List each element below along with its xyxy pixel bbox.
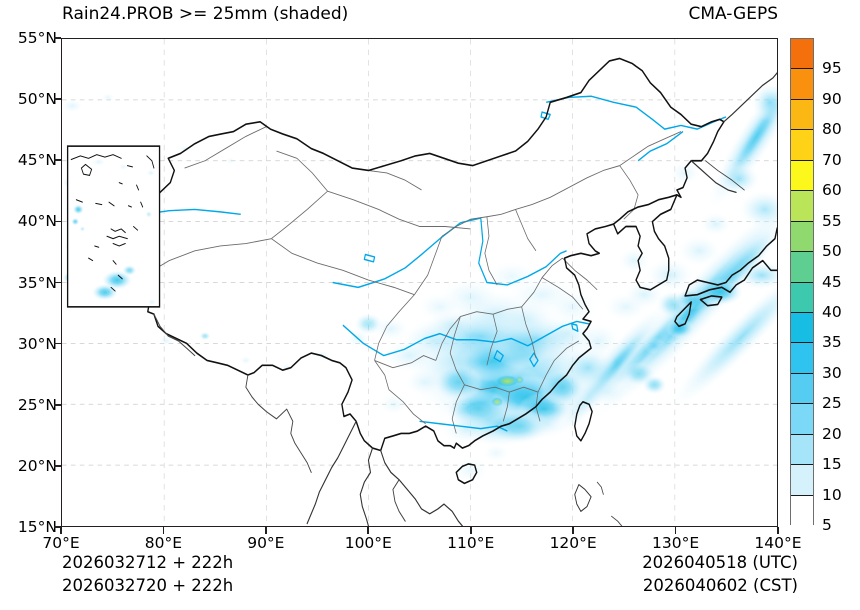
colorbar-tick-label: 10 bbox=[822, 485, 842, 504]
latitude-tick-label: 20°N bbox=[17, 456, 57, 475]
colorbar-band bbox=[791, 343, 813, 374]
latitude-tick-mark bbox=[54, 465, 61, 467]
latitude-tick-mark bbox=[54, 220, 61, 223]
longitude-tick-mark bbox=[367, 527, 370, 534]
colorbar-band bbox=[791, 191, 813, 222]
colorbar-tick-label: 25 bbox=[822, 394, 842, 413]
longitude-tick-label: 80°E bbox=[144, 534, 183, 552]
valid-time-cst: 2026040602 (CST) bbox=[642, 576, 798, 595]
colorbar-band bbox=[791, 39, 813, 70]
colorbar-band bbox=[791, 130, 813, 161]
latitude-tick-label: 55°N bbox=[17, 29, 57, 47]
longitude-tick-mark bbox=[60, 527, 62, 534]
colorbar-tick-label: 20 bbox=[822, 424, 842, 443]
latitude-tick-mark bbox=[54, 37, 61, 39]
longitude-tick-label: 100°E bbox=[344, 534, 392, 552]
latitude-axis: 55°N 50°N 45°N 40°N 35°N 30°N 25°N 20°N 15°N bbox=[0, 0, 57, 610]
country-boundaries bbox=[67, 57, 777, 526]
longitude-tick-mark bbox=[572, 527, 574, 534]
colorbar-band bbox=[791, 404, 813, 435]
colorbar-tick-label: 90 bbox=[822, 89, 842, 108]
latitude-tick-label: 15°N bbox=[17, 518, 57, 536]
colorbar-band bbox=[791, 434, 813, 466]
latitude-tick-label: 50°N bbox=[17, 90, 57, 109]
latitude-tick-mark bbox=[54, 403, 61, 406]
latitude-tick-mark bbox=[54, 281, 61, 284]
latitude-tick-label: 35°N bbox=[17, 273, 57, 292]
longitude-tick-mark bbox=[265, 527, 267, 534]
map-plot-area[interactable] bbox=[61, 38, 778, 527]
longitude-tick-label: 120°E bbox=[549, 534, 597, 552]
longitude-tick-label: 130°E bbox=[651, 534, 700, 552]
longitude-tick-mark bbox=[777, 527, 779, 534]
colorbar-tick-label: 55 bbox=[822, 211, 842, 230]
colorbar-tick-label: 50 bbox=[822, 242, 842, 261]
colorbar[interactable] bbox=[790, 38, 814, 526]
latitude-tick-mark bbox=[54, 526, 61, 528]
latitude-tick-label: 25°N bbox=[17, 395, 57, 414]
colorbar-band bbox=[791, 69, 813, 100]
latitude-tick-mark bbox=[54, 342, 61, 345]
colorbar-tick-label: 5 bbox=[822, 516, 832, 534]
colorbar-tick-label: 45 bbox=[822, 272, 842, 291]
map-canvas bbox=[62, 39, 777, 526]
colorbar-tick-label: 15 bbox=[822, 455, 842, 474]
model-label: CMA-GEPS bbox=[688, 4, 778, 24]
colorbar-band bbox=[791, 465, 813, 496]
latitude-tick-mark bbox=[54, 98, 61, 100]
longitude-tick-label: 90°E bbox=[247, 534, 285, 552]
colorbar-band bbox=[791, 373, 813, 405]
latitude-tick-label: 40°N bbox=[17, 212, 57, 231]
valid-time-utc: 2026040518 (UTC) bbox=[642, 553, 798, 572]
longitude-tick-label: 110°E bbox=[447, 534, 495, 552]
init-time-line2: 2026032720 + 222h bbox=[62, 576, 234, 595]
longitude-tick-mark bbox=[469, 527, 472, 534]
colorbar-tick-label: 70 bbox=[822, 150, 842, 169]
latitude-tick-label: 30°N bbox=[17, 334, 57, 353]
colorbar-tick-label: 40 bbox=[822, 302, 842, 321]
colorbar-tick-label: 80 bbox=[822, 120, 842, 139]
colorbar-band bbox=[791, 282, 813, 313]
latitude-tick-label: 45°N bbox=[17, 151, 57, 170]
province-boundaries bbox=[148, 126, 682, 434]
colorbar-band bbox=[791, 160, 813, 192]
longitude-tick-label: 70°E bbox=[42, 534, 80, 552]
latitude-tick-mark bbox=[54, 159, 61, 162]
colorbar-tick-label: 95 bbox=[822, 59, 842, 78]
colorbar-band bbox=[791, 312, 813, 344]
colorbar-band bbox=[791, 252, 813, 283]
colorbar-tick-label: 60 bbox=[822, 181, 842, 200]
colorbar-band bbox=[791, 495, 813, 526]
longitude-tick-mark bbox=[162, 527, 165, 534]
colorbar-tick-label: 35 bbox=[822, 333, 842, 352]
longitude-tick-mark bbox=[674, 527, 677, 534]
colorbar-band bbox=[791, 221, 813, 253]
colorbar-tick-label: 30 bbox=[822, 363, 842, 382]
init-time-line1: 2026032712 + 222h bbox=[62, 553, 234, 572]
south-china-sea-inset bbox=[66, 145, 161, 308]
page-title: Rain24.PROB >= 25mm (shaded) bbox=[62, 4, 349, 24]
longitude-tick-label: 140°E bbox=[754, 534, 802, 552]
colorbar-band bbox=[791, 99, 813, 131]
